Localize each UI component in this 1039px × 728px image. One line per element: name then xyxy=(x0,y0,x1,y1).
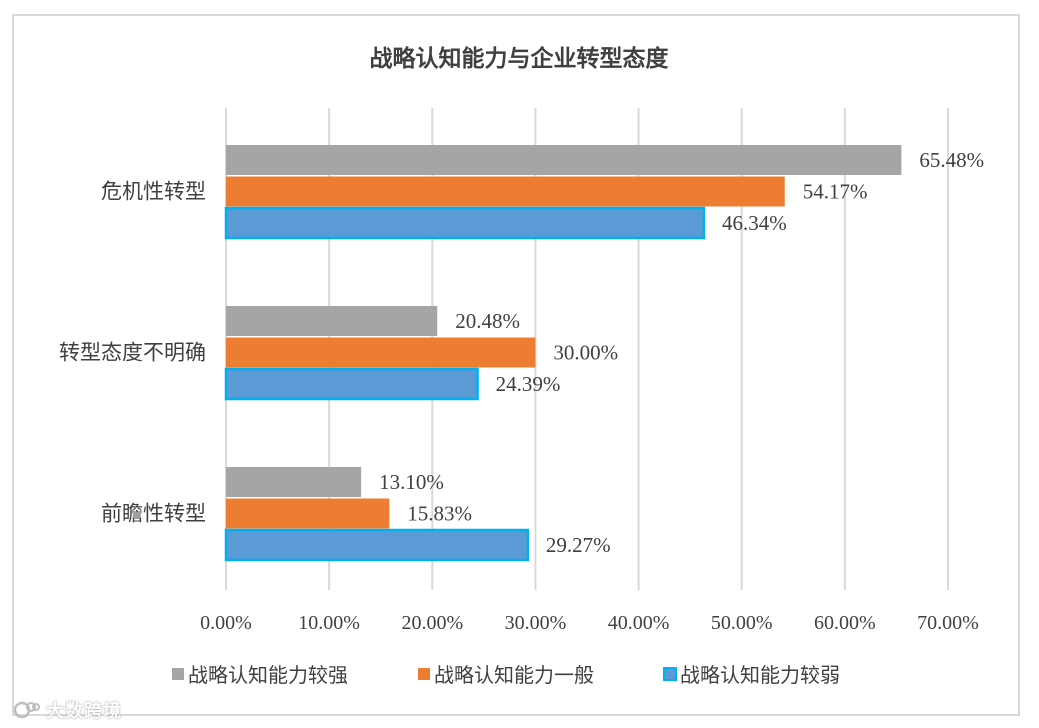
legend-label: 战略认知能力较强 xyxy=(188,663,348,687)
x-tick-label: 10.00% xyxy=(298,612,360,634)
data-label: 65.48% xyxy=(919,148,984,172)
x-tick-label: 40.00% xyxy=(608,612,670,634)
x-axis-ticks: 0.00% 10.00% 20.00% 30.00% 40.00% 50.00% 60.00… xyxy=(200,612,979,634)
legend-swatch xyxy=(172,668,184,680)
data-label: 29.27% xyxy=(546,533,611,557)
legend: 战略认知能力较强 战略认知能力一般 战略认知能力较弱 xyxy=(172,663,840,687)
data-label: 46.34% xyxy=(722,211,787,235)
legend-label: 战略认知能力较弱 xyxy=(680,663,840,687)
category-label: 转型态度不明确 xyxy=(59,341,206,365)
data-label: 54.17% xyxy=(803,180,868,204)
x-tick-label: 50.00% xyxy=(711,612,773,634)
bar xyxy=(224,528,530,562)
bar xyxy=(226,306,438,336)
watermark: 大数跨境 xyxy=(13,696,122,724)
bar xyxy=(226,145,902,175)
x-tick-label: 30.00% xyxy=(505,612,567,634)
bar xyxy=(224,367,479,401)
bar xyxy=(226,467,362,497)
legend-swatch xyxy=(418,668,430,680)
data-label: 13.10% xyxy=(379,470,444,494)
watermark-logo-icon xyxy=(13,699,40,721)
legend-swatch xyxy=(663,667,677,681)
data-label: 24.39% xyxy=(496,372,561,396)
watermark-text: 大数跨境 xyxy=(46,701,122,722)
data-label: 15.83% xyxy=(407,502,472,526)
x-tick-label: 20.00% xyxy=(401,612,463,634)
bar xyxy=(224,206,706,240)
chart-title: 战略认知能力与企业转型态度 xyxy=(370,45,670,72)
category-label: 危机性转型 xyxy=(101,180,206,204)
x-tick-label: 0.00% xyxy=(200,612,252,634)
bar xyxy=(226,498,390,529)
category-label: 前瞻性转型 xyxy=(101,502,206,526)
legend-label: 战略认知能力一般 xyxy=(434,663,594,687)
bar xyxy=(226,337,536,368)
bars: 65.48% 54.17% 46.34% 20.48% 30.00% 24.39% 13.1… xyxy=(224,145,984,562)
x-tick-label: 70.00% xyxy=(917,612,979,634)
bar xyxy=(226,176,785,207)
data-label: 20.48% xyxy=(455,309,520,333)
data-label: 30.00% xyxy=(553,341,618,365)
x-tick-label: 60.00% xyxy=(814,612,876,634)
